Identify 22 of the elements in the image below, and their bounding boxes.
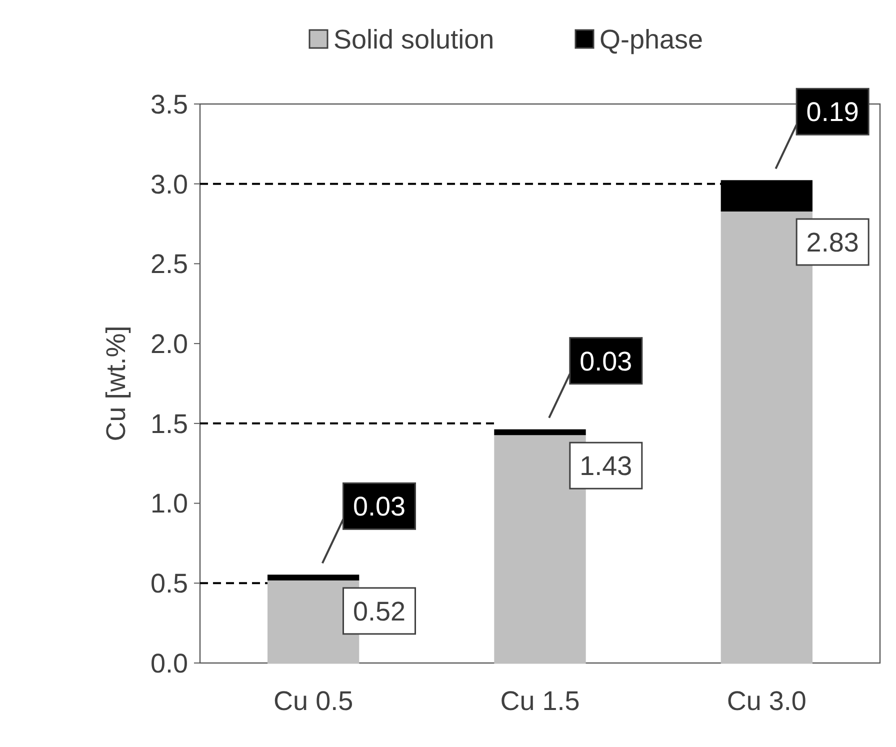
y-tick-label: 0.5 [150, 568, 188, 599]
data-label: 0.19 [806, 97, 859, 128]
x-tick-label: Cu 1.5 [500, 686, 580, 716]
y-tick-label: 3.5 [150, 89, 188, 120]
legend-label: Q-phase [600, 24, 704, 54]
y-tick-label: 1.5 [150, 408, 188, 439]
data-label: 0.52 [352, 596, 406, 626]
data-label: 0.03 [352, 492, 406, 522]
x-tick-label: Cu 3.0 [726, 686, 806, 716]
x-tick-label: Cu 0.5 [274, 686, 354, 716]
y-tick-label: 3.0 [150, 169, 188, 200]
data-label: 0.03 [580, 346, 632, 376]
bar [494, 429, 586, 436]
legend-label: Solid solution [334, 24, 494, 54]
y-tick-label: 2.5 [150, 249, 188, 280]
y-tick-label: 2.0 [150, 329, 188, 360]
data-label: 1.43 [580, 451, 632, 482]
y-tick-label: 0.0 [150, 648, 188, 678]
data-label: 2.83 [806, 227, 859, 258]
bar [268, 574, 360, 580]
y-tick-label: 1.0 [150, 488, 188, 519]
y-axis-title: Cu [wt.%] [101, 326, 131, 442]
